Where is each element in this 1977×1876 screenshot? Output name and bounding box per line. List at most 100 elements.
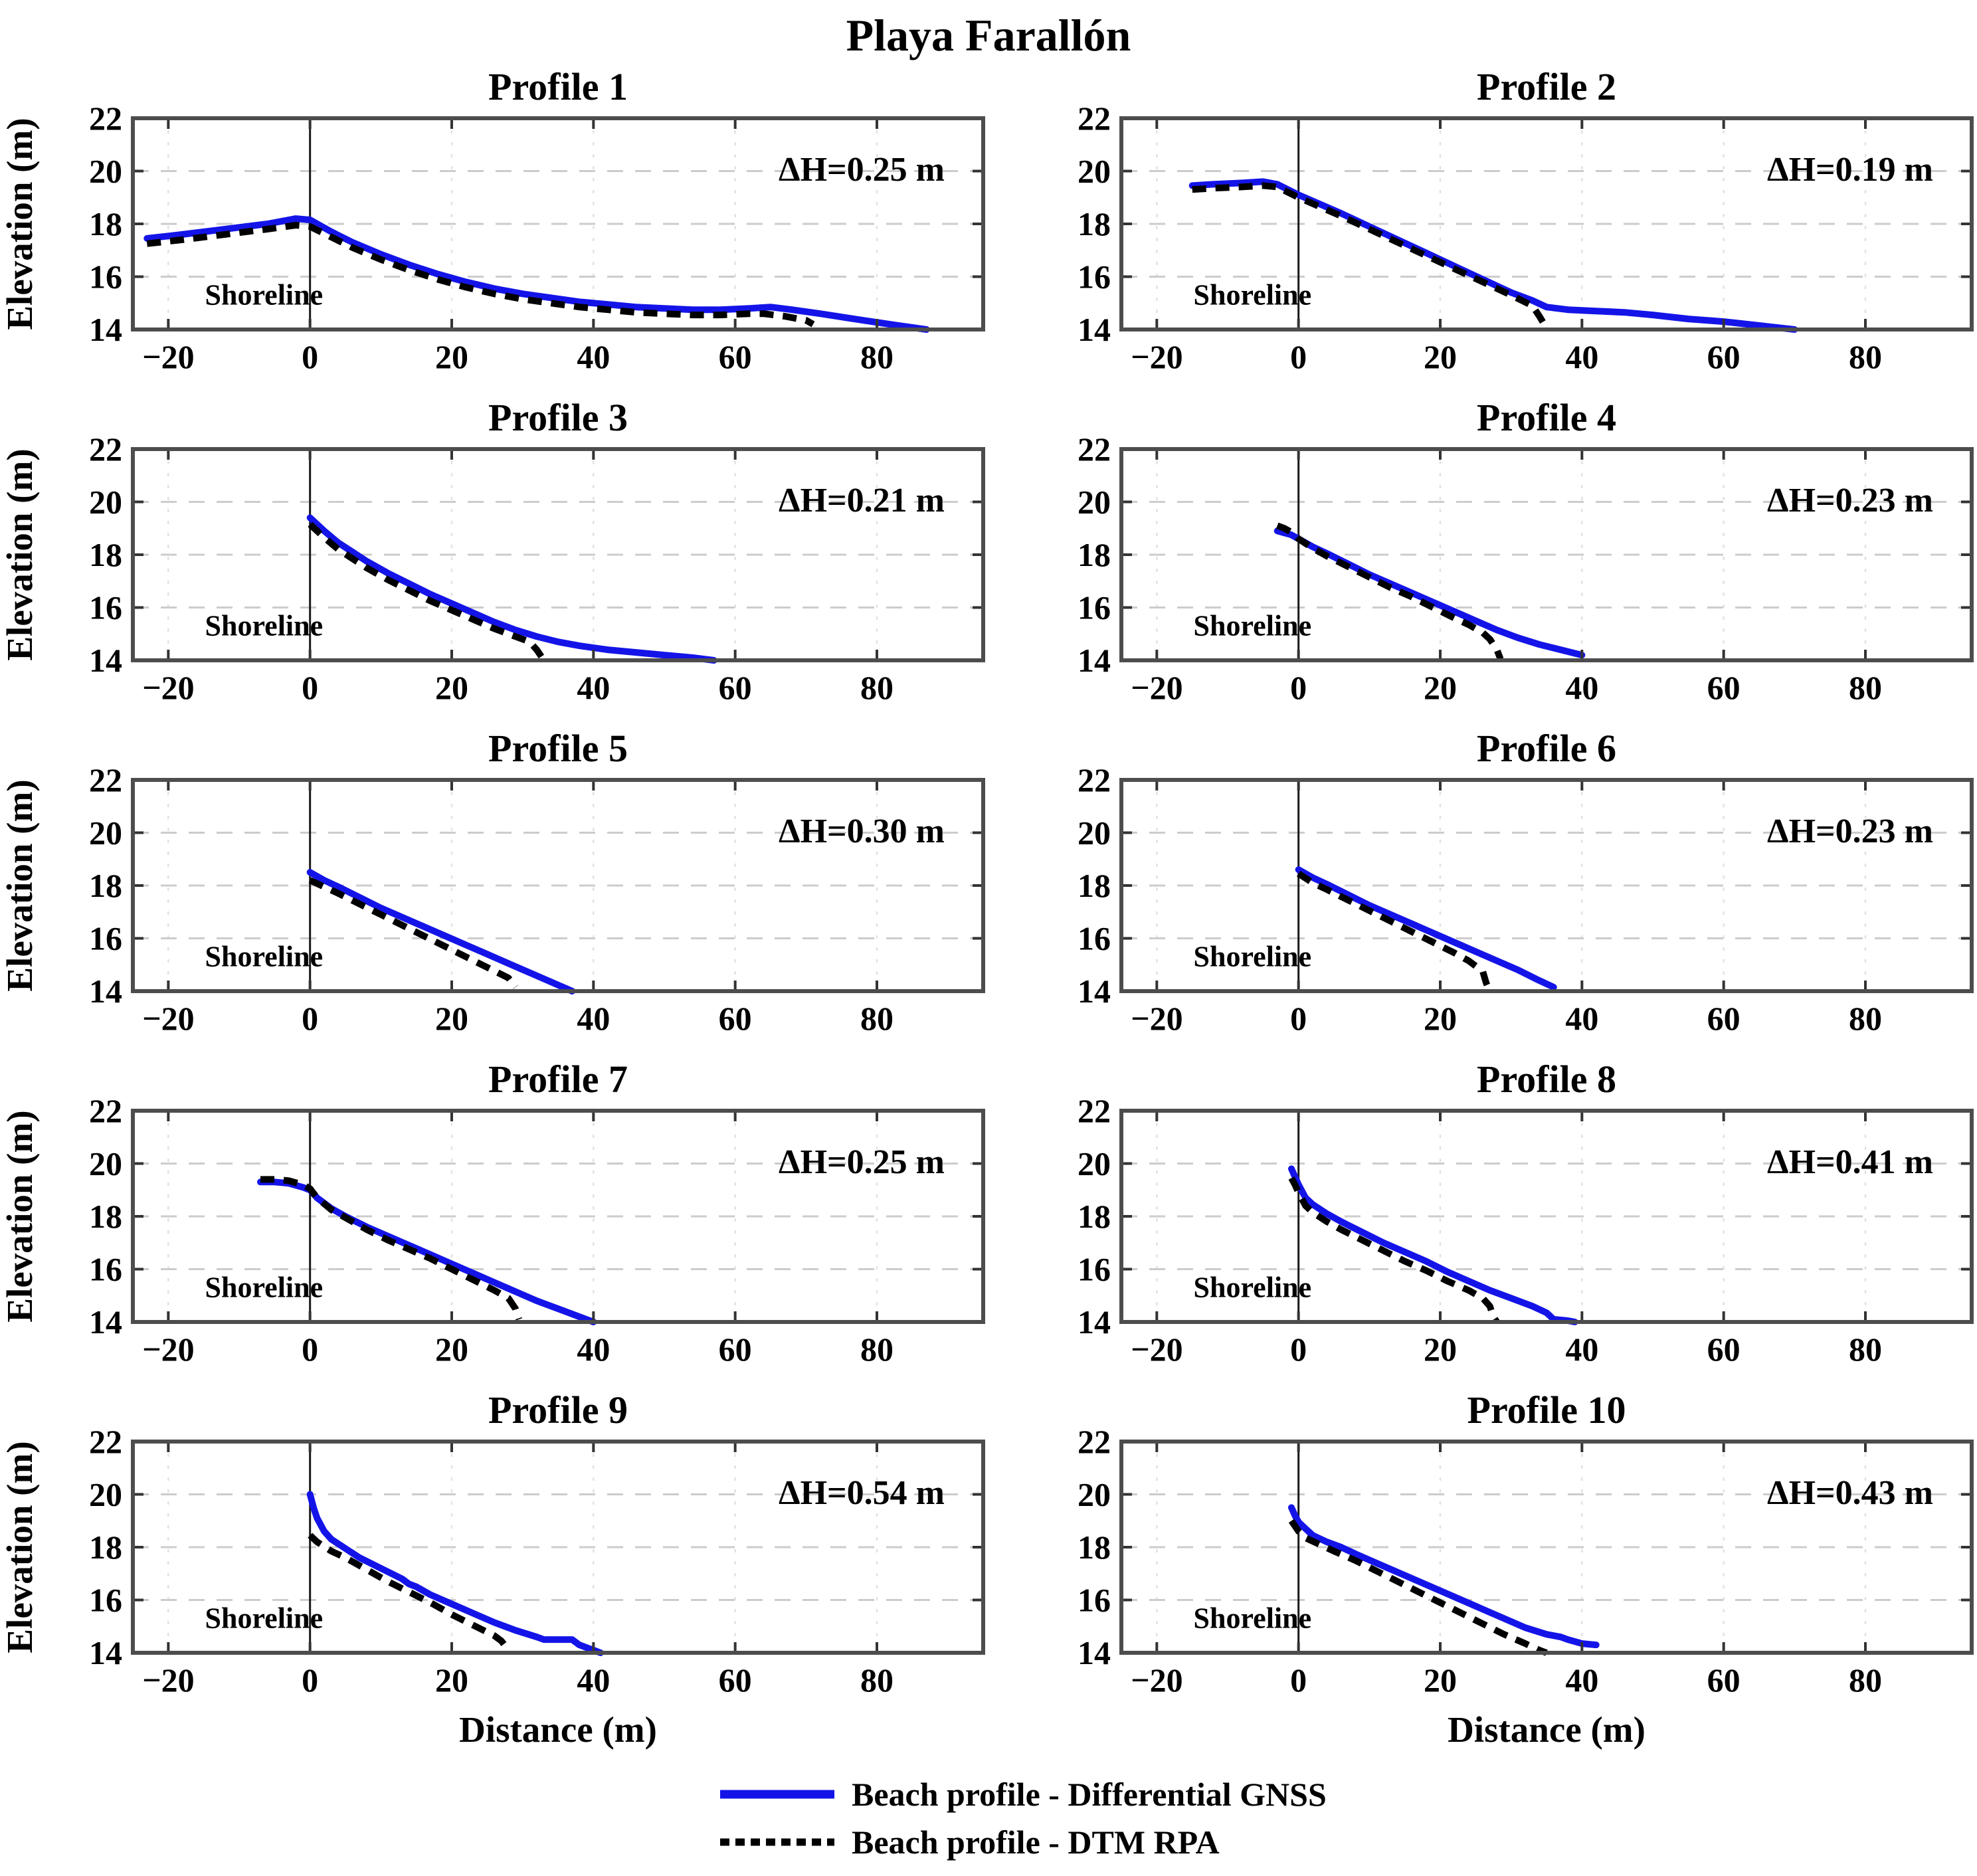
plot-box — [131, 1440, 985, 1655]
legend-item-dtm: Beach profile - DTM RPA — [717, 1823, 1327, 1861]
gnss-line — [1295, 866, 1557, 990]
y-tick-label: 14 — [89, 1634, 122, 1671]
gnss-line — [1288, 1504, 1600, 1649]
x-tick-label: 20 — [435, 1661, 468, 1699]
y-tick-label: 20 — [1078, 484, 1111, 521]
x-tick-label: 80 — [860, 1661, 894, 1699]
legend-swatch-solid-line — [720, 1790, 834, 1799]
figure-title: Playa Farallón — [846, 10, 1131, 60]
x-tick-label: 80 — [1849, 1331, 1882, 1363]
y-tick-label: 16 — [1078, 589, 1111, 626]
plot-canvas: Profile 8 ΔH=0.41 m Shoreline 14 16 18 20 22 −20… — [1078, 1059, 1974, 1363]
y-tick-label: 16 — [1078, 920, 1111, 957]
delta-h-label: ΔH=0.30 m — [779, 812, 945, 850]
x-tick-label: 60 — [719, 1661, 752, 1699]
y-tick-label: 20 — [1078, 814, 1111, 852]
subplot-title: Profile 1 — [488, 66, 628, 108]
y-axis-label: Elevation (m) — [0, 118, 40, 329]
x-tick-label: 80 — [1849, 1000, 1882, 1032]
plot-canvas: Profile 5 ΔH=0.30 m Shoreline 14 16 18 20 22 −20… — [0, 728, 985, 1032]
y-axis-label: Elevation (m) — [0, 1110, 40, 1322]
dtm-line — [146, 222, 815, 328]
x-tick-label: −20 — [1131, 669, 1183, 702]
dtm-line — [1288, 1176, 1500, 1324]
y-tick-label: 18 — [89, 205, 122, 242]
subplot-profile-6: Profile 6 ΔH=0.23 m Shoreline 14 16 18 20 22 −20… — [988, 728, 1977, 1032]
x-tick-label: −20 — [142, 338, 195, 371]
delta-h-label: ΔH=0.43 m — [1767, 1474, 1933, 1512]
x-tick-label: 60 — [719, 1331, 752, 1363]
gnss-line — [1288, 1165, 1578, 1325]
subplot-title: Profile 9 — [488, 1390, 628, 1432]
x-tick-label: 80 — [860, 338, 894, 371]
legend: Beach profile - Differential GNSS Beach … — [717, 1775, 1327, 1861]
subplot-title: Profile 8 — [1477, 1059, 1616, 1101]
x-tick-label: −20 — [1131, 338, 1183, 371]
x-tick-label: 60 — [1707, 1331, 1741, 1363]
x-tick-label: 80 — [1849, 669, 1882, 702]
legend-item-gnss: Beach profile - Differential GNSS — [717, 1775, 1327, 1814]
x-tick-label: 40 — [577, 1331, 610, 1363]
x-tick-label: 80 — [860, 1000, 894, 1032]
gnss-line — [306, 514, 717, 664]
subplot-profile-3: Profile 3 ΔH=0.21 m Shoreline 14 16 18 20 22 −20… — [0, 397, 988, 702]
legend-label-dtm: Beach profile - DTM RPA — [852, 1824, 1220, 1861]
y-tick-label: 14 — [1078, 1303, 1111, 1341]
y-tick-label: 20 — [89, 1145, 122, 1182]
y-tick-label: 18 — [1078, 536, 1111, 573]
x-axis-label: Distance (m) — [459, 1709, 657, 1750]
subplot-profile-7: Profile 7 ΔH=0.25 m Shoreline 14 16 18 20 22 −20… — [0, 1059, 988, 1363]
x-axis-label: Distance (m) — [1448, 1709, 1646, 1750]
y-tick-label: 18 — [1078, 867, 1111, 904]
y-tick-label: 22 — [89, 761, 122, 798]
x-tick-label: −20 — [142, 669, 195, 702]
subplot-title: Profile 2 — [1477, 66, 1616, 108]
x-tick-label: 40 — [1565, 669, 1598, 702]
shoreline-label: Shoreline — [1194, 278, 1312, 311]
delta-h-label: ΔH=0.54 m — [779, 1474, 945, 1512]
x-tick-label: 40 — [577, 338, 610, 371]
x-tick-label: 0 — [302, 1661, 318, 1699]
y-tick-label: 14 — [89, 973, 122, 1010]
dtm-line — [1288, 1519, 1548, 1656]
y-tick-label: 16 — [89, 1251, 122, 1288]
plot-canvas: Profile 9 ΔH=0.54 m Shoreline 14 16 18 20 22 −20… — [0, 1390, 985, 1750]
gnss-line — [306, 869, 576, 994]
subplot-title: Profile 6 — [1477, 728, 1616, 770]
y-tick-label: 14 — [1078, 311, 1111, 348]
x-tick-label: 20 — [1424, 1000, 1457, 1032]
x-tick-label: 20 — [1424, 669, 1457, 702]
x-tick-label: 20 — [435, 1331, 468, 1363]
x-tick-label: 60 — [1707, 338, 1741, 371]
subplot-profile-1: Profile 1 ΔH=0.25 m Shoreline 14 16 18 20 22 −20… — [0, 66, 988, 371]
legend-label-gnss: Beach profile - Differential GNSS — [852, 1776, 1327, 1813]
gnss-line — [257, 1178, 597, 1325]
x-tick-label: 20 — [1424, 338, 1457, 371]
x-tick-label: 60 — [719, 669, 752, 702]
plot-canvas: Profile 7 ΔH=0.25 m Shoreline 14 16 18 20 22 −20… — [0, 1059, 985, 1363]
x-tick-label: 40 — [577, 1000, 610, 1032]
gnss-line — [1273, 527, 1586, 659]
y-axis-label: Elevation (m) — [0, 779, 40, 991]
plot-box — [1119, 1440, 1974, 1655]
gnss-line — [306, 1491, 604, 1656]
y-tick-label: 22 — [89, 100, 122, 137]
y-tick-label: 22 — [1078, 1092, 1111, 1129]
dtm-line — [1192, 182, 1550, 330]
y-tick-label: 18 — [89, 536, 122, 573]
x-tick-label: 20 — [435, 1000, 468, 1032]
y-tick-label: 18 — [89, 1529, 122, 1566]
legend-swatch-dashed-line — [720, 1838, 834, 1846]
x-tick-label: 60 — [719, 338, 752, 371]
shoreline-label: Shoreline — [1194, 1271, 1312, 1303]
y-tick-label: 18 — [1078, 1198, 1111, 1235]
y-tick-label: 16 — [1078, 1251, 1111, 1288]
y-tick-label: 18 — [1078, 1529, 1111, 1566]
y-tick-label: 20 — [1078, 1145, 1111, 1182]
plot-box — [131, 1109, 985, 1324]
dtm-line — [1296, 870, 1493, 993]
plot-canvas: Profile 2 ΔH=0.19 m Shoreline 14 16 18 20 22 −20… — [1078, 66, 1974, 371]
subplot-profile-5: Profile 5 ΔH=0.30 m Shoreline 14 16 18 20 22 −20… — [0, 728, 988, 1032]
plot-canvas: Profile 1 ΔH=0.25 m Shoreline 14 16 18 20 22 −20… — [0, 66, 985, 371]
y-tick-label: 14 — [1078, 973, 1111, 1010]
